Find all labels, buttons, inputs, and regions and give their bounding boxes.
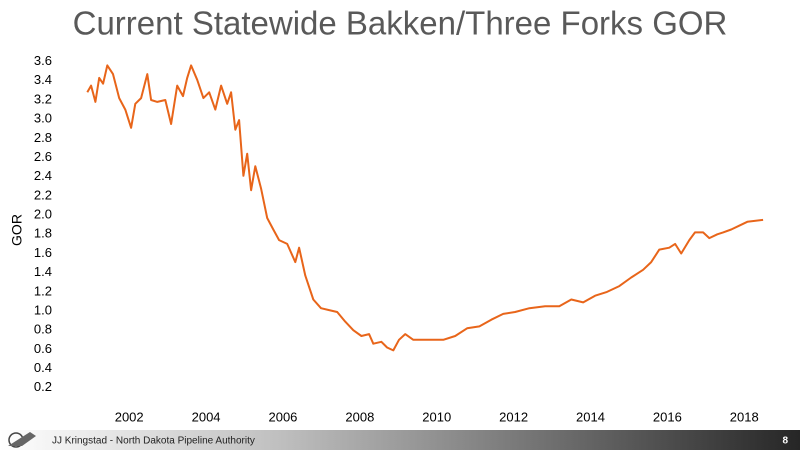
x-tick-label: 2004 — [192, 409, 221, 424]
y-tick-label: 3.0 — [34, 111, 52, 126]
y-tick-label: 3.6 — [34, 53, 52, 68]
x-tick-label: 2016 — [653, 409, 682, 424]
x-tick-label: 2010 — [422, 409, 451, 424]
x-tick-label: 2014 — [576, 409, 605, 424]
y-tick-label: 0.2 — [34, 379, 52, 394]
y-tick-label: 2.8 — [34, 130, 52, 145]
y-tick-label: 2.0 — [34, 207, 52, 222]
y-tick-label: 3.4 — [34, 72, 52, 87]
footer-author: JJ Kringstad - North Dakota Pipeline Aut… — [52, 436, 255, 447]
y-tick-label: 1.8 — [34, 226, 52, 241]
y-tick-label: 1.6 — [34, 245, 52, 260]
y-tick-label: 0.6 — [34, 341, 52, 356]
x-tick-label: 2006 — [268, 409, 297, 424]
y-tick-label: 1.0 — [34, 302, 52, 317]
y-tick-label: 3.2 — [34, 91, 52, 106]
page-number: 8 — [782, 436, 788, 447]
x-tick-label: 2008 — [345, 409, 374, 424]
data-line — [86, 64, 764, 352]
logo — [8, 432, 36, 448]
x-tick-label: 2002 — [115, 409, 144, 424]
x-tick-label: 2018 — [730, 409, 759, 424]
x-tick-label: 2012 — [499, 409, 528, 424]
y-tick-label: 2.6 — [34, 149, 52, 164]
y-tick-label: 1.4 — [34, 264, 52, 279]
y-tick-label: 2.4 — [34, 168, 52, 183]
footer-bar — [0, 430, 800, 450]
y-axis-label: GOR — [9, 214, 25, 246]
chart-title: Current Statewide Bakken/Three Forks GOR — [73, 5, 728, 42]
y-tick-label: 0.8 — [34, 322, 52, 337]
y-tick-label: 1.2 — [34, 283, 52, 298]
y-tick-label: 2.2 — [34, 187, 52, 202]
y-tick-label: 0.4 — [34, 360, 52, 375]
